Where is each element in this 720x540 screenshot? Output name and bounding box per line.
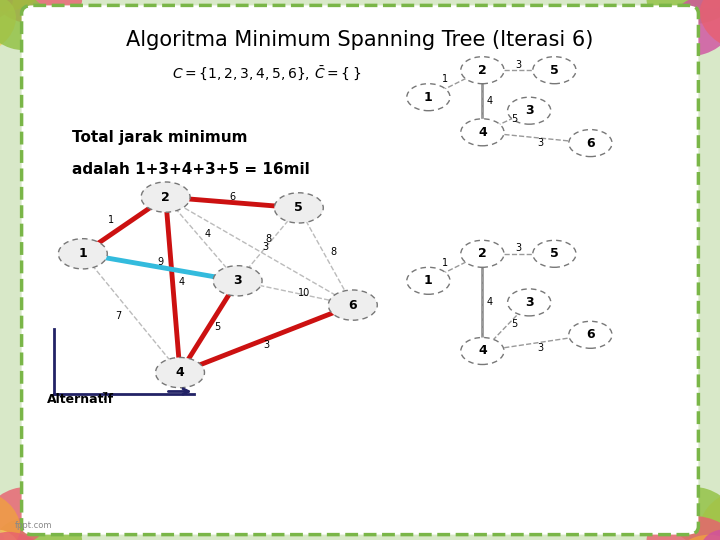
Text: 2: 2 (478, 64, 487, 77)
Ellipse shape (58, 239, 107, 269)
Ellipse shape (0, 529, 20, 540)
Ellipse shape (141, 182, 190, 212)
Ellipse shape (665, 0, 720, 56)
Text: 3: 3 (525, 296, 534, 309)
Text: 5: 5 (550, 247, 559, 260)
Ellipse shape (508, 97, 551, 124)
Text: 6: 6 (586, 328, 595, 341)
Text: 4: 4 (179, 277, 184, 287)
Text: 3: 3 (525, 104, 534, 117)
Text: 4: 4 (487, 96, 492, 106)
Text: 9: 9 (157, 257, 163, 267)
Ellipse shape (569, 130, 612, 157)
Ellipse shape (0, 0, 18, 8)
Ellipse shape (700, 490, 720, 540)
Text: adalah 1+3+4+3+5 = 16mil: adalah 1+3+4+3+5 = 16mil (72, 162, 310, 177)
FancyBboxPatch shape (22, 5, 698, 535)
Text: 3: 3 (516, 244, 521, 253)
Ellipse shape (0, 0, 82, 24)
Text: 5: 5 (294, 201, 303, 214)
Text: 5: 5 (511, 114, 518, 124)
Text: 1: 1 (78, 247, 87, 260)
Ellipse shape (0, 487, 53, 540)
Text: 2: 2 (478, 247, 487, 260)
Text: fppt.com: fppt.com (14, 521, 52, 530)
Ellipse shape (533, 57, 576, 84)
Ellipse shape (407, 84, 450, 111)
Ellipse shape (461, 240, 504, 267)
Text: 4: 4 (204, 228, 210, 239)
Ellipse shape (716, 0, 720, 24)
Text: 5: 5 (511, 319, 518, 329)
Text: 4: 4 (478, 126, 487, 139)
Ellipse shape (667, 487, 720, 540)
Ellipse shape (407, 267, 450, 294)
Text: 3: 3 (537, 343, 543, 353)
Text: 1: 1 (108, 215, 114, 225)
Ellipse shape (700, 0, 720, 11)
Text: 8: 8 (265, 234, 271, 244)
Ellipse shape (0, 516, 82, 540)
Text: 1: 1 (424, 91, 433, 104)
Text: 3: 3 (537, 138, 543, 148)
Text: 3: 3 (516, 60, 521, 70)
Text: Alternatif: Alternatif (47, 393, 114, 407)
Text: 4: 4 (176, 366, 184, 379)
Text: 7: 7 (101, 392, 107, 402)
Text: 7: 7 (115, 311, 122, 321)
Ellipse shape (461, 57, 504, 84)
Text: Algoritma Minimum Spanning Tree (Iterasi 6): Algoritma Minimum Spanning Tree (Iterasi… (126, 30, 594, 50)
Ellipse shape (0, 0, 50, 11)
Text: 4: 4 (487, 298, 492, 307)
Text: 1: 1 (441, 75, 448, 84)
Ellipse shape (533, 240, 576, 267)
Text: 5: 5 (550, 64, 559, 77)
Text: 1: 1 (424, 274, 433, 287)
Ellipse shape (569, 321, 612, 348)
Ellipse shape (328, 290, 377, 320)
Ellipse shape (0, 0, 16, 56)
Text: 5: 5 (215, 322, 220, 332)
Text: 6: 6 (586, 137, 595, 150)
Text: 2: 2 (161, 191, 170, 204)
Ellipse shape (716, 516, 720, 540)
Ellipse shape (700, 0, 720, 50)
Text: 3: 3 (262, 242, 268, 252)
Ellipse shape (667, 0, 720, 8)
Ellipse shape (0, 516, 4, 540)
Ellipse shape (647, 0, 720, 24)
Text: 6: 6 (348, 299, 357, 312)
Ellipse shape (700, 529, 720, 540)
Ellipse shape (274, 193, 323, 223)
Text: $C = \{1,2,3,4,5,6\},\,\bar{C} = \{\,\}$: $C = \{1,2,3,4,5,6\},\,\bar{C} = \{\,\}$ (172, 65, 361, 83)
Text: 6: 6 (229, 192, 235, 202)
Ellipse shape (0, 532, 53, 540)
Ellipse shape (508, 289, 551, 316)
Text: Total jarak minimum: Total jarak minimum (72, 130, 248, 145)
Ellipse shape (0, 0, 50, 50)
Ellipse shape (156, 357, 204, 388)
Ellipse shape (665, 535, 720, 540)
Text: 4: 4 (478, 345, 487, 357)
Ellipse shape (0, 490, 20, 540)
Text: 8: 8 (330, 247, 336, 257)
Text: 10: 10 (297, 288, 310, 298)
Text: 3: 3 (264, 340, 269, 350)
Text: 1: 1 (441, 258, 448, 268)
Ellipse shape (0, 0, 13, 24)
Ellipse shape (647, 516, 720, 540)
Ellipse shape (461, 338, 504, 364)
Text: 3: 3 (233, 274, 242, 287)
Ellipse shape (213, 266, 262, 296)
Ellipse shape (461, 119, 504, 146)
